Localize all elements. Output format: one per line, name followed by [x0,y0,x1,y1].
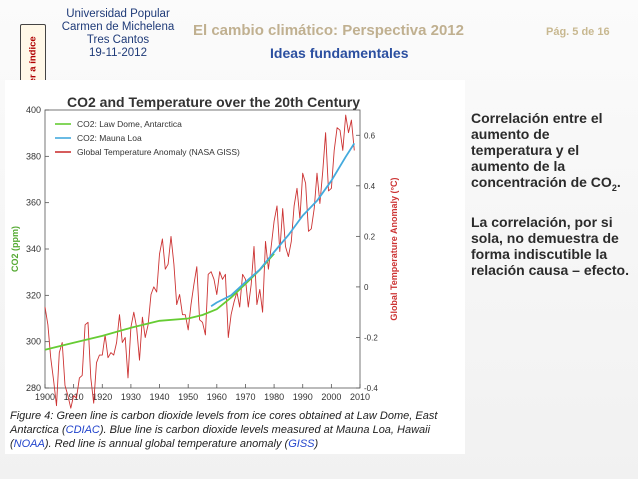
organization-block: Universidad Popular Carmen de Michelena … [50,8,186,60]
org-city: Tres Cantos [86,34,150,46]
law-dome-co2-line [44,253,275,351]
point-correlation: Correlación entre el aumento de temperat… [471,110,631,196]
mauna-loa-co2-line [210,142,356,307]
x-tick-label: 1930 [121,392,141,402]
x-tick-label: 1900 [35,392,55,402]
x-tick-label: 1920 [92,392,112,402]
legend-label: Global Temperature Anomaly (NASA GISS) [77,147,240,157]
co2-subscript: 2 [611,182,617,193]
x-tick-label: 1960 [207,392,227,402]
chart-title: CO2 and Temperature over the 20th Centur… [67,94,361,110]
x-tick-label: 1980 [264,392,284,402]
x-tick-label: 1950 [178,392,198,402]
org-name: Universidad Popular [66,8,170,20]
point-correlation-text: Correlación entre el aumento de temperat… [471,110,612,190]
y-right-tick-label: 0.6 [364,131,376,140]
y-right-tick-label: 0 [364,283,369,292]
presentation-title: El cambio climático: Perspectiva 2012 [193,22,464,39]
caption-part-3: ). Red line is annual global temperature… [44,438,289,450]
page-indicator: Pág. 5 de 16 [546,26,610,38]
y-right-tick-label: 0.2 [364,232,376,241]
co2-temperature-chart: 1900 1910 1920 1930 1940 1950 1960 1970 1980 1990… [10,105,399,409]
y-left-tick-label: 300 [26,337,41,347]
slide-subtitle: Ideas fundamentales [270,45,409,61]
plot-area [44,109,361,389]
y-left-axis-label: CO2 (ppm) [10,226,20,272]
y-left-tick-label: 340 [26,244,41,254]
y-left-tick-label: 360 [26,198,41,208]
y-right-axis-label: Global Temperature Anomaly (°C) [389,177,399,320]
point-correlation-end: . [616,174,621,190]
y-right-tick-label: -0.4 [364,384,378,393]
caption-part-4: ) [314,438,319,450]
temperature-anomaly-line [44,114,355,409]
figure-caption: Figure 4: Green line is carbon dioxide l… [10,409,462,451]
legend-label: CO2: Law Dome, Antarctica [77,119,182,129]
noaa-link[interactable]: NOAA [13,438,45,450]
point-causation: La correlación, por si sola, no demuestr… [471,213,629,278]
x-tick-label: 1940 [150,392,170,402]
giss-link[interactable]: GISS [288,438,315,450]
y-right-tick-label: -0.2 [364,333,378,342]
y-left-tick-label: 380 [26,151,41,161]
y-left-tick-label: 280 [26,383,41,393]
presentation-date: 19-11-2012 [89,47,147,59]
caption-part-1: Figure 4: Green line is carbon dioxide l… [10,410,438,436]
caption-part-2: ). Blue line is carbon dioxide levels me… [10,424,431,450]
cdiac-link[interactable]: CDIAC [65,424,100,436]
x-tick-label: 2000 [321,392,341,402]
x-tick-label: 2010 [350,392,370,402]
y-right-tick-label: 0.4 [364,182,376,191]
y-left-tick-label: 320 [26,290,41,300]
key-points: Correlación entre el aumento de temperat… [471,110,631,278]
x-tick-label: 1970 [235,392,255,402]
x-tick-label: 1990 [293,392,313,402]
y-left-tick-label: 400 [26,105,41,115]
legend-label: CO2: Mauna Loa [77,133,142,143]
org-subname: Carmen de Michelena [61,21,175,33]
figure: CO2 and Temperature over the 20th Centur… [5,80,465,454]
